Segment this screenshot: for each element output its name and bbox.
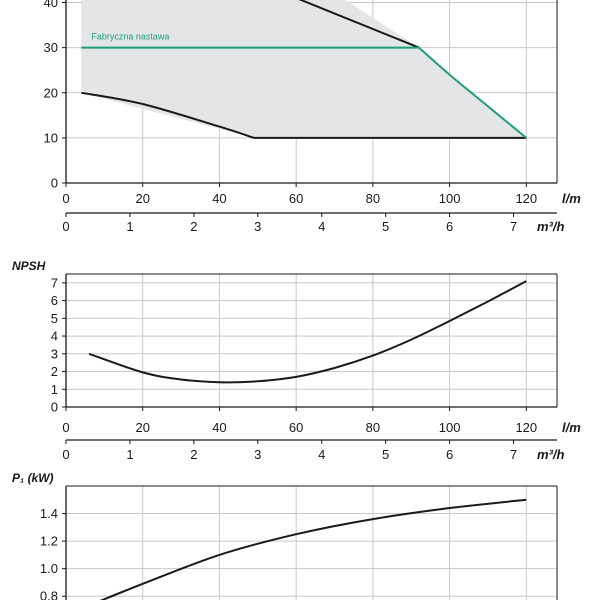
head-x-unit-label: l/m bbox=[562, 191, 581, 206]
head-x2tick-label: 5 bbox=[382, 219, 389, 234]
head-ytick-label: 0 bbox=[51, 176, 58, 191]
npsh-xtick-label: 80 bbox=[366, 420, 380, 435]
npsh-x2tick-label: 1 bbox=[126, 447, 133, 462]
npsh-xtick-label: 20 bbox=[135, 420, 149, 435]
head-series-max-line bbox=[298, 0, 420, 49]
power-ytick-label: 0.8 bbox=[40, 589, 58, 600]
head-x2tick-label: 0 bbox=[62, 219, 69, 234]
head-operating-region bbox=[81, 0, 527, 138]
head-panel bbox=[62, 0, 558, 217]
npsh-x2tick-label: 6 bbox=[446, 447, 453, 462]
power-ytick-label: 1.2 bbox=[40, 534, 58, 549]
npsh-ytick-label: 4 bbox=[51, 329, 58, 344]
npsh-x2tick-label: 3 bbox=[254, 447, 261, 462]
npsh-ytick-label: 7 bbox=[51, 275, 58, 290]
npsh-x2tick-label: 2 bbox=[190, 447, 197, 462]
npsh-x2tick-label: 4 bbox=[318, 447, 325, 462]
head-x2tick-label: 3 bbox=[254, 219, 261, 234]
npsh-ytick-label: 6 bbox=[51, 293, 58, 308]
npsh-xtick-label: 60 bbox=[289, 420, 303, 435]
head-factory-setting-label: Fabryczna nastawa bbox=[91, 32, 169, 42]
npsh-xtick-label: 40 bbox=[212, 420, 226, 435]
power-panel bbox=[62, 485, 558, 600]
npsh-x-unit-label: l/m bbox=[562, 420, 581, 435]
npsh-panel bbox=[62, 273, 558, 444]
npsh-x2tick-label: 0 bbox=[62, 447, 69, 462]
npsh-x2-unit-label: m³/h bbox=[537, 447, 565, 462]
head-ytick-label: 20 bbox=[44, 85, 58, 100]
npsh-ytick-label: 3 bbox=[51, 346, 58, 361]
power-ytick-label: 1.4 bbox=[40, 506, 58, 521]
head-xtick-label: 60 bbox=[289, 191, 303, 206]
power-series-curve-line bbox=[99, 498, 527, 600]
head-x2-unit-label: m³/h bbox=[537, 219, 565, 234]
head-xtick-label: 0 bbox=[62, 191, 69, 206]
npsh-series-curve-line bbox=[88, 280, 527, 384]
npsh-xtick-label: 100 bbox=[439, 420, 461, 435]
head-x2tick-label: 2 bbox=[190, 219, 197, 234]
npsh-ytick-label: 0 bbox=[51, 400, 58, 415]
npsh-x2tick-label: 5 bbox=[382, 447, 389, 462]
head-xtick-label: 100 bbox=[439, 191, 461, 206]
head-x2tick-label: 4 bbox=[318, 219, 325, 234]
power-y-axis-label: P₁ (kW) bbox=[12, 471, 54, 485]
head-series-factory-line bbox=[81, 46, 527, 139]
head-x2tick-label: 6 bbox=[446, 219, 453, 234]
npsh-ytick-label: 1 bbox=[51, 382, 58, 397]
head-xtick-label: 20 bbox=[135, 191, 149, 206]
power-ytick-label: 1.0 bbox=[40, 561, 58, 576]
npsh-y-axis-label: NPSH bbox=[12, 259, 46, 273]
head-xtick-label: 80 bbox=[366, 191, 380, 206]
npsh-ytick-label: 2 bbox=[51, 364, 58, 379]
head-xtick-label: 120 bbox=[515, 191, 537, 206]
head-ytick-label: 30 bbox=[44, 40, 58, 55]
npsh-x2tick-label: 7 bbox=[510, 447, 517, 462]
npsh-ytick-label: 5 bbox=[51, 311, 58, 326]
head-series-min-line bbox=[81, 91, 527, 139]
head-ytick-label: 10 bbox=[44, 130, 58, 145]
head-x2tick-label: 7 bbox=[510, 219, 517, 234]
head-xtick-label: 40 bbox=[212, 191, 226, 206]
npsh-xtick-label: 120 bbox=[515, 420, 537, 435]
head-ytick-label: 40 bbox=[44, 0, 58, 10]
npsh-xtick-label: 0 bbox=[62, 420, 69, 435]
head-x2tick-label: 1 bbox=[126, 219, 133, 234]
